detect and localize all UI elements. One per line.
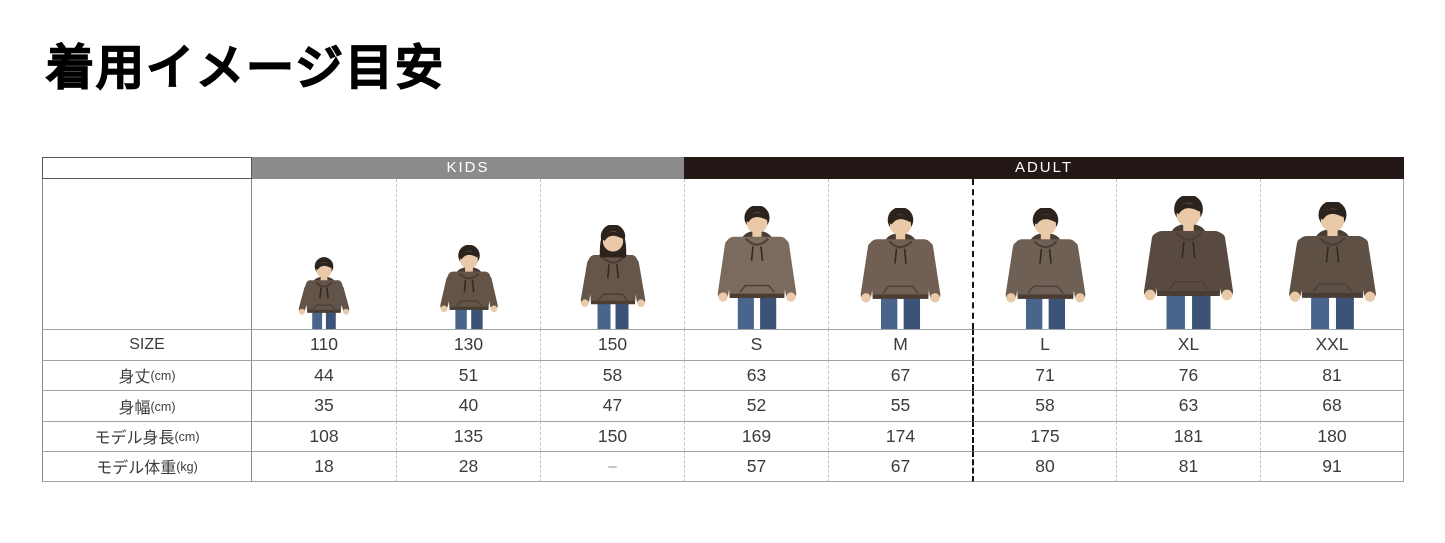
row-label-model_height: モデル身長 (cm) [42,420,252,451]
value-cell-length-L: 71 [972,359,1116,390]
model-photo-110 [252,179,396,329]
row-label-width: 身幅 (cm) [42,390,252,421]
hoodie-model-figure [439,245,498,329]
value-cell-size-S: S [684,329,828,360]
size-chart-table: KIDS ADULT SIZE 110 130 150 S M L XL XXL 身丈 (cm) 44 51… [42,157,1404,482]
value-cell-model_height-110: 108 [252,420,396,451]
value-cell-width-110: 35 [252,390,396,421]
value-cell-model_weight-L: 80 [972,451,1116,482]
value-cell-width-XL: 63 [1116,390,1260,421]
row-label-unit: (cm) [174,430,200,445]
value-cell-width-XXL: 68 [1260,390,1404,421]
value-cell-model_height-XXL: 180 [1260,420,1404,451]
value-cell-size-L: L [972,329,1116,360]
hoodie-model-figure [580,225,645,329]
page-title: 着用イメージ目安 [45,41,446,95]
hoodie-model-figure [1005,208,1085,329]
value-cell-length-XL: 76 [1116,359,1260,390]
hoodie-model-figure [1288,202,1376,329]
row-label-unit: (cm) [150,399,176,414]
hoodie-model-figure [717,206,796,329]
row-label-text: モデル体重 [96,460,177,478]
model-photo-130 [396,179,540,329]
model-photo-150 [540,179,684,329]
value-cell-model_height-150: 150 [540,420,684,451]
model-photo-XL [1116,179,1260,329]
value-cell-model_height-S: 169 [684,420,828,451]
row-label-length: 身丈 (cm) [42,359,252,390]
row-label-text: モデル身長 [94,430,175,448]
row-label-size: SIZE [42,329,252,360]
value-cell-model_weight-M: 67 [828,451,972,482]
photo-row-spacer [42,179,252,329]
value-cell-model_weight-110: 18 [252,451,396,482]
value-cell-model_weight-130: 28 [396,451,540,482]
value-cell-size-150: 150 [540,329,684,360]
value-cell-model_weight-XL: 81 [1116,451,1260,482]
hoodie-model-figure [298,257,350,329]
value-cell-length-S: 63 [684,359,828,390]
model-photo-M [828,179,972,329]
model-photo-XXL [1260,179,1404,329]
value-cell-model_height-M: 174 [828,420,972,451]
row-label-model_weight: モデル体重 (kg) [42,451,252,482]
value-cell-width-M: 55 [828,390,972,421]
row-label-text: 身丈 [118,369,151,387]
value-cell-size-XXL: XXL [1260,329,1404,360]
value-cell-length-M: 67 [828,359,972,390]
value-cell-model_height-L: 175 [972,420,1116,451]
adult-group-header: ADULT [684,157,1404,179]
value-cell-length-XXL: 81 [1260,359,1404,390]
row-label-unit: (kg) [176,460,198,475]
value-cell-length-150: 58 [540,359,684,390]
model-photo-S [684,179,828,329]
value-cell-size-XL: XL [1116,329,1260,360]
value-cell-length-130: 51 [396,359,540,390]
value-cell-model_weight-S: 57 [684,451,828,482]
value-cell-model_height-XL: 181 [1116,420,1260,451]
value-cell-model_weight-150: – [540,451,684,482]
value-cell-model_height-130: 135 [396,420,540,451]
value-cell-size-M: M [828,329,972,360]
model-photo-L [972,179,1116,329]
hoodie-model-figure [1143,196,1234,329]
value-cell-model_weight-XXL: 91 [1260,451,1404,482]
row-label-text: 身幅 [118,399,151,417]
value-cell-width-130: 40 [396,390,540,421]
value-cell-length-110: 44 [252,359,396,390]
corner-cell [42,157,252,179]
value-cell-size-110: 110 [252,329,396,360]
value-cell-width-S: 52 [684,390,828,421]
hoodie-model-figure [860,208,941,329]
value-cell-size-130: 130 [396,329,540,360]
row-label-unit: (cm) [150,369,176,384]
value-cell-width-150: 47 [540,390,684,421]
kids-group-header: KIDS [252,157,684,179]
value-cell-width-L: 58 [972,390,1116,421]
row-label-text: SIZE [129,335,165,353]
